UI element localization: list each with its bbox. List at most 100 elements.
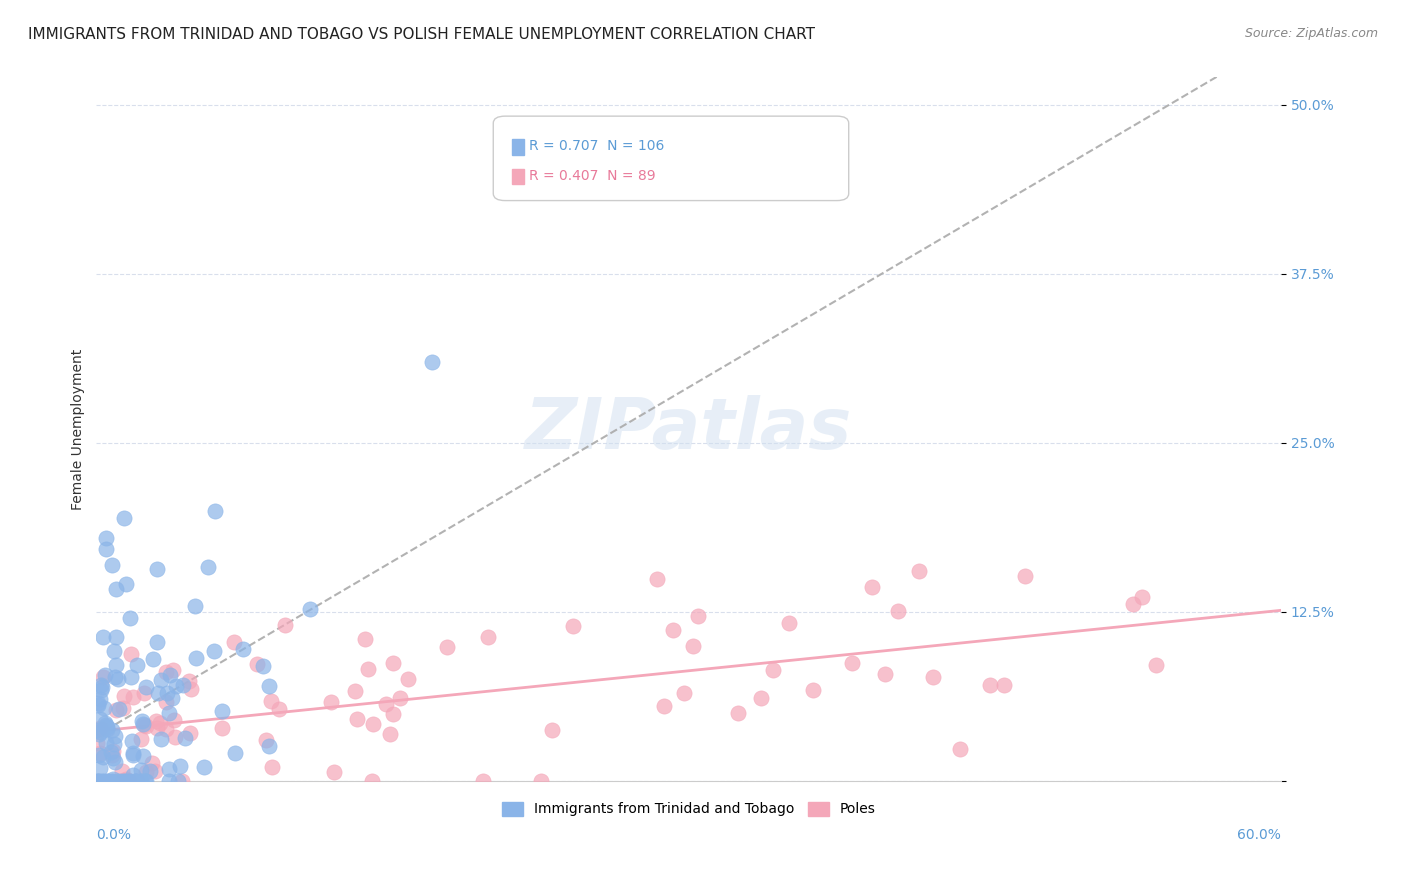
Point [89, 774, 111, 789]
Point [211, 721, 233, 735]
Point [688, 609, 710, 624]
Point [873, 667, 896, 681]
Point [142, 651, 165, 665]
Point [908, 564, 931, 578]
Point [993, 678, 1015, 692]
Text: R = 0.407  N = 89: R = 0.407 N = 89 [529, 169, 655, 183]
Point [259, 679, 281, 693]
Point [1144, 657, 1167, 672]
Point [197, 560, 219, 574]
Point [120, 647, 142, 661]
Point [121, 733, 143, 747]
Point [121, 768, 143, 782]
Point [204, 504, 226, 518]
Point [112, 511, 135, 525]
Point [269, 702, 291, 716]
Point [120, 774, 142, 789]
Point [101, 774, 124, 789]
Point [125, 774, 148, 789]
Point [354, 632, 377, 647]
Point [87, 747, 110, 762]
Point [420, 354, 443, 368]
Point [86, 696, 108, 710]
Point [103, 644, 125, 658]
Point [87, 698, 110, 713]
Point [224, 746, 246, 760]
Point [132, 749, 155, 764]
Point [173, 731, 195, 745]
Point [380, 727, 402, 741]
Point [93, 715, 115, 730]
Point [156, 686, 179, 700]
Point [89, 724, 111, 739]
Point [118, 610, 141, 624]
Point [120, 670, 142, 684]
Point [107, 774, 129, 789]
Point [202, 644, 225, 658]
Point [89, 721, 111, 735]
Point [357, 662, 380, 676]
Point [89, 712, 111, 726]
Point [96, 736, 118, 750]
Point [90, 683, 112, 698]
Point [163, 730, 186, 744]
Point [778, 616, 800, 631]
Point [110, 774, 132, 789]
Point [396, 672, 419, 686]
Point [96, 722, 118, 736]
Point [169, 759, 191, 773]
Point [682, 639, 704, 653]
Point [381, 706, 404, 721]
Point [162, 663, 184, 677]
Point [96, 717, 118, 731]
Point [100, 774, 122, 789]
Point [91, 630, 114, 644]
Point [381, 657, 404, 671]
Point [96, 720, 118, 734]
Point [103, 737, 125, 751]
Point [101, 744, 124, 758]
Point [115, 577, 138, 591]
Point [477, 631, 499, 645]
Point [374, 697, 396, 711]
Point [155, 695, 177, 709]
Point [101, 723, 124, 738]
Point [122, 690, 145, 705]
Point [472, 774, 495, 789]
Point [254, 732, 277, 747]
Point [541, 723, 564, 737]
Point [162, 691, 184, 706]
Point [91, 722, 114, 736]
Point [762, 663, 785, 677]
Point [134, 685, 156, 699]
Point [89, 746, 111, 760]
Point [862, 580, 884, 594]
Point [124, 774, 146, 789]
FancyBboxPatch shape [494, 116, 849, 201]
Point [101, 748, 124, 763]
Point [131, 714, 153, 729]
Point [134, 718, 156, 732]
Point [91, 670, 114, 684]
Point [93, 774, 115, 789]
Point [93, 700, 115, 714]
Point [146, 685, 169, 699]
Point [91, 774, 114, 789]
Text: ZIPatlas: ZIPatlas [524, 395, 852, 464]
Point [114, 772, 136, 786]
Point [562, 619, 585, 633]
Point [112, 774, 135, 789]
Point [949, 741, 972, 756]
Point [322, 764, 344, 779]
Point [645, 572, 668, 586]
Point [122, 746, 145, 760]
Point [170, 774, 193, 789]
Point [232, 642, 254, 657]
Point [135, 681, 157, 695]
Point [96, 720, 118, 734]
Point [87, 774, 110, 789]
Point [172, 678, 194, 692]
Point [389, 691, 412, 706]
Point [125, 657, 148, 672]
Point [257, 739, 280, 753]
